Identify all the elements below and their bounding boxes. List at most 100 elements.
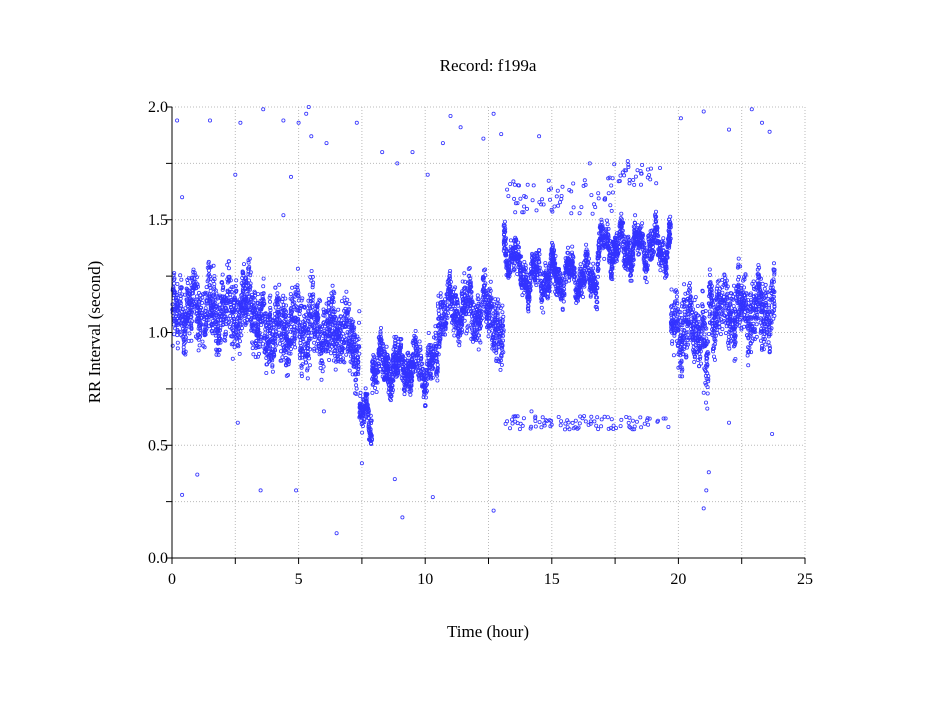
data-point	[178, 290, 181, 293]
data-point	[641, 222, 644, 225]
data-point	[289, 293, 292, 296]
data-point	[358, 310, 361, 313]
data-point	[197, 349, 200, 352]
data-point	[322, 365, 325, 368]
data-point	[523, 260, 526, 263]
data-point	[340, 300, 343, 303]
data-point	[311, 286, 314, 289]
data-point	[217, 353, 220, 356]
data-point	[585, 243, 588, 246]
data-point	[235, 279, 238, 282]
data-point	[282, 294, 285, 297]
data-point	[327, 306, 330, 309]
data-point	[276, 292, 279, 295]
data-point	[188, 332, 191, 335]
data-point	[278, 283, 281, 286]
data-point	[645, 281, 648, 284]
data-point	[262, 277, 265, 280]
data-point	[320, 378, 323, 381]
data-point	[570, 251, 573, 254]
data-point	[306, 377, 309, 380]
data-point	[238, 340, 241, 343]
data-point	[463, 272, 466, 275]
data-point	[357, 321, 360, 324]
data-point	[329, 352, 332, 355]
data-point	[341, 332, 344, 335]
data-point	[348, 302, 351, 305]
data-point	[592, 262, 595, 265]
data-point	[579, 263, 582, 266]
data-point	[374, 386, 377, 389]
data-point	[296, 267, 299, 270]
data-point	[606, 223, 609, 226]
data-point	[268, 300, 271, 303]
data-point	[271, 370, 274, 373]
data-point	[239, 330, 242, 333]
data-point	[269, 309, 272, 312]
data-point	[242, 263, 245, 266]
data-point	[453, 334, 456, 337]
data-point	[436, 363, 439, 366]
data-point	[452, 329, 455, 332]
data-points	[171, 105, 777, 534]
data-point	[308, 364, 311, 367]
data-point	[343, 296, 346, 299]
data-point	[186, 282, 189, 285]
data-point	[201, 340, 204, 343]
data-point	[337, 308, 340, 311]
data-point	[500, 363, 503, 366]
data-point	[221, 273, 224, 276]
data-point	[294, 346, 297, 349]
data-point	[226, 263, 229, 266]
data-point	[321, 370, 324, 373]
data-point	[173, 282, 176, 285]
data-point	[501, 304, 504, 307]
data-point	[385, 345, 388, 348]
data-point	[328, 358, 331, 361]
data-point	[313, 341, 316, 344]
data-point	[458, 344, 461, 347]
data-point	[489, 280, 492, 283]
data-point	[355, 384, 358, 387]
data-point	[291, 286, 294, 289]
data-point	[261, 342, 264, 345]
data-point	[334, 368, 337, 371]
data-point	[247, 315, 250, 318]
data-point	[517, 241, 520, 244]
data-point	[180, 278, 183, 281]
data-point	[218, 303, 221, 306]
data-point	[477, 348, 480, 351]
data-point	[195, 295, 198, 298]
data-point	[198, 344, 201, 347]
data-point	[310, 269, 313, 272]
data-point	[240, 334, 243, 337]
data-point	[437, 309, 440, 312]
data-point	[409, 393, 412, 396]
data-point	[209, 289, 212, 292]
data-point	[418, 340, 421, 343]
chart-title: Record: f199a	[440, 56, 537, 75]
data-point	[213, 283, 216, 286]
data-point	[502, 315, 505, 318]
data-point	[176, 282, 179, 285]
data-point	[345, 334, 348, 337]
data-point	[437, 312, 440, 315]
data-point	[634, 214, 637, 217]
data-point	[499, 368, 502, 371]
data-point	[375, 390, 378, 393]
data-point	[540, 306, 543, 309]
data-point	[476, 294, 479, 297]
data-point	[281, 356, 284, 359]
data-point	[403, 393, 406, 396]
data-point	[568, 279, 571, 282]
data-point	[501, 311, 504, 314]
data-point	[299, 341, 302, 344]
data-point	[509, 239, 512, 242]
data-point	[227, 267, 230, 270]
data-point	[620, 212, 623, 215]
data-point	[331, 284, 334, 287]
data-point	[345, 290, 348, 293]
data-point	[179, 274, 182, 277]
